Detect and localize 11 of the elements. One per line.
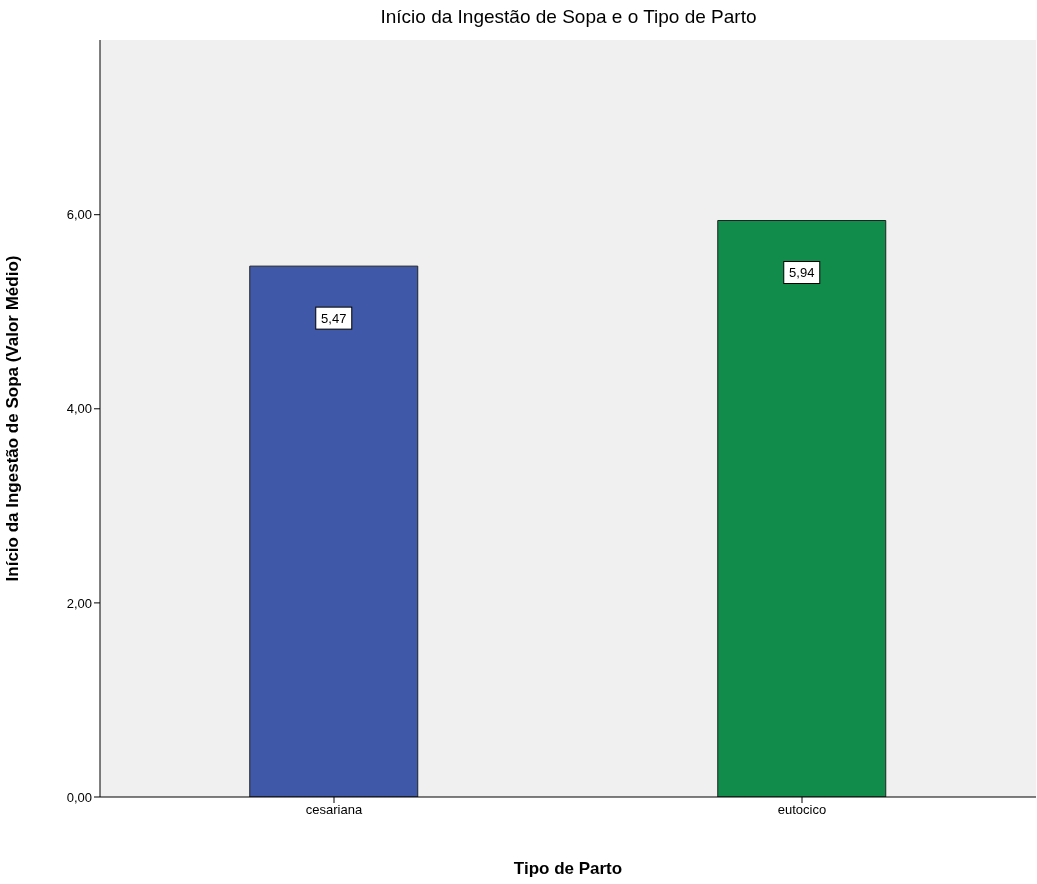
- y-tick-label: 0,00: [66, 789, 92, 805]
- y-tick-label: 2,00: [66, 595, 92, 611]
- y-tick-label: 6,00: [66, 207, 92, 223]
- chart-title: Início da Ingestão de Sopa e o Tipo de Parto: [379, 6, 758, 28]
- data-label: 5,47: [321, 310, 347, 326]
- data-label: 5,94: [789, 265, 815, 281]
- y-axis-title: Início da Ingestão de Sopa (Valor Médio): [3, 255, 23, 582]
- x-axis-title: Tipo de Parto: [513, 859, 623, 878]
- x-tick-label: eutocico: [777, 802, 827, 818]
- x-tick-label: cesariana: [305, 802, 363, 818]
- y-tick-label: 4,00: [66, 401, 92, 417]
